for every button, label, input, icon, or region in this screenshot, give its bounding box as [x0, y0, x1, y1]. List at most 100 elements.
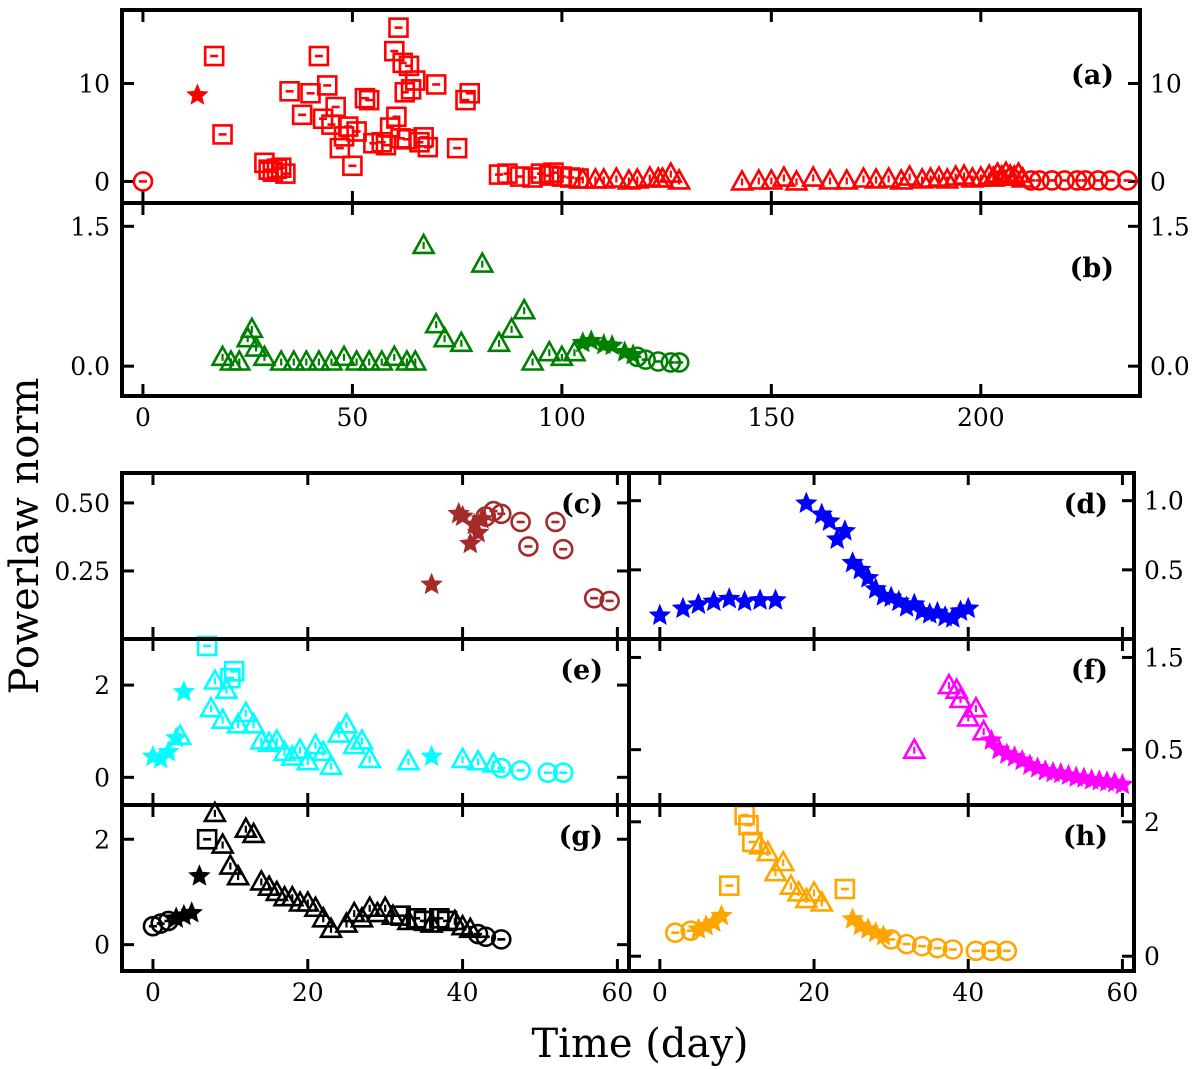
- data-point-square: [291, 104, 313, 126]
- data-point-triangle: [287, 736, 313, 759]
- data-point-triangle: [511, 297, 537, 320]
- panel-b: 0 50 100 150 200 0.0 0.0 1.5 1.5 (b): [70, 201, 1190, 432]
- y-tick-label-right: 1.0: [1144, 487, 1184, 516]
- data-point-triangle: [470, 250, 495, 273]
- data-point-square: [279, 81, 300, 102]
- data-point-triangle: [241, 821, 266, 844]
- data-point-circle: [132, 171, 154, 192]
- data-point-star: [451, 504, 474, 527]
- data-point-triangle: [396, 748, 421, 771]
- data-point-circle: [911, 935, 933, 957]
- panel-label: (d): [1064, 489, 1108, 520]
- data-point-star: [671, 596, 695, 619]
- data-point-square: [196, 828, 218, 850]
- data-point-star: [180, 901, 203, 923]
- plot-frame: [120, 201, 1142, 398]
- data-point-circle: [965, 940, 987, 962]
- data-point-triangle: [334, 711, 359, 734]
- data-point-triangle: [411, 232, 436, 255]
- y-axis-title: Powerlaw norm: [2, 378, 48, 695]
- data-point-triangle: [876, 165, 901, 188]
- data-point-circle: [668, 352, 690, 373]
- data-point-star: [748, 588, 772, 610]
- data-point-triangle: [591, 166, 616, 189]
- data-point-triangle: [303, 895, 328, 918]
- data-point-square: [329, 137, 351, 159]
- data-point-triangle: [851, 165, 876, 188]
- y-tick-label: 0: [94, 167, 110, 196]
- data-point-triangle: [243, 334, 269, 357]
- data-point-circle: [552, 538, 574, 560]
- y-tick-label: 0.25: [54, 557, 110, 586]
- y-tick-label-right: 10: [1150, 69, 1182, 98]
- data-point-square: [379, 117, 401, 138]
- data-point-triangle: [449, 330, 474, 353]
- data-point-star: [188, 864, 211, 886]
- data-point-circle: [510, 511, 531, 533]
- y-tick-label-right: 0.5: [1144, 736, 1184, 765]
- data-point-triangle: [382, 344, 407, 367]
- data-point-triangle: [318, 916, 344, 939]
- data-point-square: [275, 163, 296, 184]
- data-point-triangle: [372, 895, 398, 918]
- data-point-triangle: [318, 753, 344, 776]
- panel-c: 0.25 0.50 (c): [54, 471, 631, 641]
- data-point-triangle: [771, 164, 797, 187]
- data-point-triangle: [225, 711, 251, 734]
- y-tick-label: 10: [78, 69, 110, 98]
- data-point-square: [223, 660, 245, 682]
- data-point-triangle: [809, 889, 834, 912]
- data-point-square: [325, 96, 346, 118]
- y-tick-label-right: 0.0: [1150, 352, 1190, 381]
- y-tick-label: 0: [94, 763, 110, 792]
- data-point-circle: [583, 587, 605, 609]
- y-tick-label: 0: [94, 931, 110, 960]
- panel-label: (a): [1071, 60, 1114, 91]
- data-point-star: [1111, 772, 1134, 795]
- x-tick-label: 100: [538, 403, 586, 432]
- data-point-star: [872, 924, 895, 946]
- data-point-square: [417, 136, 439, 158]
- y-tick-label: 0.50: [54, 489, 110, 518]
- data-point-triangle: [520, 348, 545, 371]
- data-point-square: [404, 70, 426, 91]
- data-point-triangle: [202, 667, 228, 690]
- data-point-circle: [518, 536, 539, 557]
- panel-label: (h): [1063, 821, 1108, 852]
- data-point-square: [398, 55, 420, 77]
- data-point-circle: [490, 757, 512, 779]
- data-point-triangle: [344, 348, 369, 371]
- data-point-triangle: [432, 325, 457, 348]
- data-point-star: [687, 592, 710, 614]
- data-point-triangle: [264, 727, 290, 750]
- data-point-circle: [1117, 170, 1138, 191]
- data-point-square: [834, 878, 856, 900]
- data-point-star: [818, 509, 841, 531]
- data-point-triangle: [486, 330, 512, 353]
- data-point-triangle: [380, 902, 406, 925]
- x-tick-label: 20: [292, 978, 324, 1007]
- data-point-star: [980, 728, 1003, 750]
- data-point-triangle: [570, 166, 596, 189]
- data-point-square: [455, 89, 476, 111]
- y-tick-label: 2: [94, 825, 110, 854]
- y-tick-label-right: 1.5: [1144, 643, 1184, 672]
- panel-label: (b): [1070, 253, 1114, 284]
- data-point-square: [342, 155, 363, 177]
- data-point-triangle: [218, 852, 243, 875]
- data-point-triangle: [419, 910, 444, 933]
- data-point-triangle: [239, 316, 265, 339]
- data-point-triangle: [227, 348, 252, 371]
- data-point-star: [459, 532, 482, 554]
- data-point-triangle: [241, 711, 266, 734]
- x-tick-label: 40: [952, 978, 984, 1007]
- data-point-triangle: [225, 863, 251, 886]
- data-point-circle: [896, 933, 917, 955]
- data-point-triangle: [801, 164, 826, 187]
- data-point-star: [957, 596, 980, 619]
- data-point-triangle: [834, 167, 859, 190]
- data-point-triangle: [1010, 165, 1035, 188]
- data-point-star: [579, 329, 603, 351]
- data-point-square: [718, 875, 740, 896]
